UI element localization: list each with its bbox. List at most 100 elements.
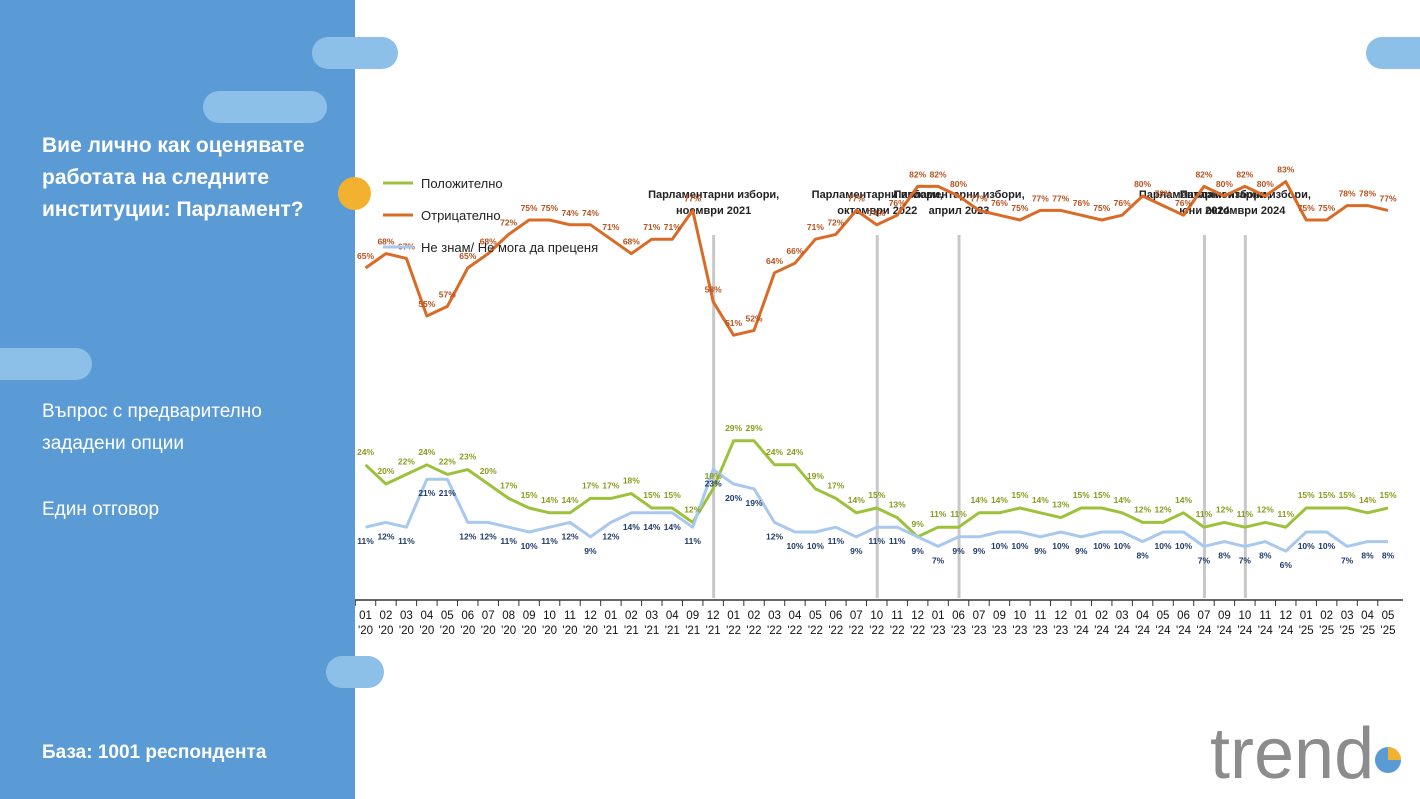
data-label: 17% xyxy=(500,480,517,490)
data-label: 24% xyxy=(357,447,374,457)
data-label: 75% xyxy=(1011,203,1028,213)
data-label: 80% xyxy=(1257,179,1274,189)
data-label: 76% xyxy=(889,198,906,208)
x-tick-label: 05'20 xyxy=(440,610,455,637)
trend-chart: Парламентарни избори, ноември 2021 Парламе… xyxy=(355,165,1403,637)
data-label: 11% xyxy=(930,509,947,519)
data-label: 15% xyxy=(1093,490,1110,500)
data-label: 52% xyxy=(746,313,763,323)
data-label: 10% xyxy=(1155,541,1172,551)
data-label: 21% xyxy=(418,488,435,498)
data-label: 82% xyxy=(930,169,947,179)
data-label: 7% xyxy=(932,555,945,565)
data-label: 11% xyxy=(950,509,967,519)
data-label: 17% xyxy=(827,480,844,490)
data-label: 19% xyxy=(807,471,824,481)
data-label: 11% xyxy=(500,536,517,546)
data-label: 76% xyxy=(1175,198,1192,208)
data-label: 8% xyxy=(1259,551,1272,561)
x-tick-label: 02'22 xyxy=(747,610,762,637)
x-tick-label: 04'20 xyxy=(419,610,434,637)
x-tick-label: 11'22 xyxy=(890,610,905,637)
data-label: 10% xyxy=(1052,541,1069,551)
data-label: 15% xyxy=(1339,490,1356,500)
data-label: 11% xyxy=(1237,509,1254,519)
data-label: 15% xyxy=(643,490,660,500)
data-label: 11% xyxy=(868,536,885,546)
data-label: 77% xyxy=(1379,193,1396,203)
data-label: 6% xyxy=(1280,560,1293,570)
data-label: 24% xyxy=(418,447,435,457)
data-label: 29% xyxy=(725,423,742,433)
data-label: 14% xyxy=(541,495,558,505)
data-label: 72% xyxy=(827,217,844,227)
data-label: 10% xyxy=(991,541,1008,551)
data-label: 14% xyxy=(970,495,987,505)
data-label: 20% xyxy=(480,466,497,476)
data-label: 10% xyxy=(786,541,803,551)
data-label: 15% xyxy=(868,490,885,500)
x-tick-label: 01'20 xyxy=(358,610,373,637)
data-label: 65% xyxy=(357,251,374,261)
data-label: 80% xyxy=(1216,179,1233,189)
data-label: 71% xyxy=(807,222,824,232)
x-tick-label: 10'24 xyxy=(1237,610,1253,637)
legend: Положително Отрицателно Не знам/ Не мога д… xyxy=(383,176,598,255)
data-label: 22% xyxy=(439,456,456,466)
data-label: 75% xyxy=(541,203,558,213)
data-label: 11% xyxy=(828,536,845,546)
answer-type: Един отговор xyxy=(42,499,160,520)
x-tick-label: 09'24 xyxy=(1217,610,1233,637)
x-tick-label: 03'21 xyxy=(644,610,659,637)
data-label: 13% xyxy=(889,500,906,510)
data-label: 9% xyxy=(952,546,965,556)
data-label: 71% xyxy=(664,222,681,232)
data-label: 12% xyxy=(480,531,497,541)
data-label: 77% xyxy=(1032,193,1049,203)
x-tick-label: 11'23 xyxy=(1033,610,1048,637)
data-label: 9% xyxy=(973,546,986,556)
decor-pill-3 xyxy=(0,348,92,380)
data-label: 14% xyxy=(623,522,640,532)
question-type: Въпрос с предварително зададени опции xyxy=(42,401,262,454)
decor-pill-5 xyxy=(1366,37,1420,69)
x-tick-label: 11'24 xyxy=(1258,610,1274,637)
x-tick-label: 10'23 xyxy=(1012,610,1027,637)
data-label: 12% xyxy=(684,504,701,514)
question-title: Вие лично как оценявате работата на след… xyxy=(42,134,305,221)
data-label: 82% xyxy=(1195,169,1212,179)
data-label: 71% xyxy=(643,222,660,232)
x-tick-label: 12'24 xyxy=(1278,610,1294,637)
data-label: 68% xyxy=(377,237,394,247)
event-label-3: Парламентарни избори, юни 2024 xyxy=(1139,189,1270,217)
data-label: 17% xyxy=(582,480,599,490)
x-tick-label: 06'20 xyxy=(460,610,475,637)
data-label: 76% xyxy=(1114,198,1131,208)
data-label: 10% xyxy=(807,541,824,551)
event-label-0: Парламентарни избори, ноември 2021 xyxy=(648,189,779,217)
data-label: 24% xyxy=(766,447,783,457)
data-label: 12% xyxy=(1216,504,1233,514)
x-tick-label: 06'22 xyxy=(828,610,843,637)
data-label: 8% xyxy=(1136,551,1149,561)
x-tick-label: 08'20 xyxy=(501,610,516,637)
data-label: 15% xyxy=(1379,490,1396,500)
data-label: 12% xyxy=(766,531,783,541)
data-label: 10% xyxy=(521,541,538,551)
x-tick-label: 05'22 xyxy=(808,610,823,637)
x-tick-label: 01'21 xyxy=(603,610,618,637)
data-label: 23% xyxy=(459,452,476,462)
x-tick-label: 03'20 xyxy=(399,610,414,637)
series-line-2 xyxy=(365,468,1388,553)
x-tick-label: 07'23 xyxy=(972,610,987,637)
x-tick-label: 02'24 xyxy=(1094,610,1110,637)
data-label: 75% xyxy=(521,203,538,213)
data-label: 14% xyxy=(664,522,681,532)
data-label: 11% xyxy=(541,536,558,546)
data-label: 10% xyxy=(1114,541,1131,551)
data-label: 7% xyxy=(1198,555,1211,565)
x-tick-label: 03'25 xyxy=(1340,610,1355,637)
legend-label-1: Отрицателно xyxy=(421,208,501,223)
data-label: 10% xyxy=(1011,541,1028,551)
x-tick-label: 03'22 xyxy=(767,610,782,637)
